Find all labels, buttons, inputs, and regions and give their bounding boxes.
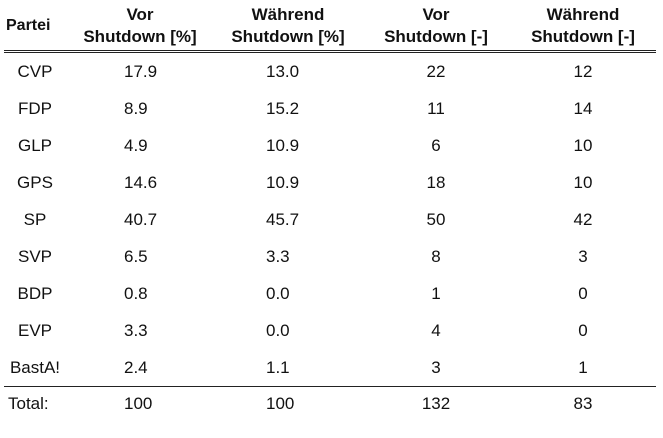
cell-vor-pct: 2.4: [124, 357, 148, 377]
cell-total-waehrend-count: 83: [510, 386, 656, 421]
cell-total-vor-pct: 100: [66, 386, 214, 421]
cell-vor-pct: 40.7: [124, 209, 158, 229]
cell-partei: SVP: [17, 246, 53, 266]
cell-waehrend-pct: 0.0: [266, 320, 290, 340]
table-row: GPS 14.6 10.9 18 10: [4, 164, 656, 201]
cell-waehrend-pct: 13.0: [266, 61, 300, 81]
cell-vor-count: 6: [431, 135, 441, 155]
cell-waehrend-pct: 15.2: [266, 98, 300, 118]
table-row: SP 40.7 45.7 50 42: [4, 201, 656, 238]
header-waehrend-pct: Während Shutdown [%]: [214, 2, 362, 53]
header-vor-count-line1: Vor: [422, 5, 450, 24]
cell-total-vor-count: 132: [362, 386, 510, 421]
header-partei: Partei: [4, 2, 66, 53]
cell-partei: EVP: [17, 320, 53, 340]
cell-partei: GLP: [17, 135, 53, 155]
cell-vor-count: 11: [427, 98, 445, 118]
header-waehrend-pct-line1: Während: [251, 5, 325, 24]
cell-waehrend-count: 3: [578, 246, 588, 266]
cell-waehrend-count: 1: [578, 357, 588, 377]
table-row: BastA! 2.4 1.1 3 1: [4, 349, 656, 387]
cell-vor-pct: 0.8: [124, 283, 148, 303]
table-row: FDP 8.9 15.2 11 14: [4, 90, 656, 127]
cell-total-waehrend-pct: 100: [214, 386, 362, 421]
header-vor-pct: Vor Shutdown [%]: [66, 2, 214, 53]
cell-vor-pct: 8.9: [124, 98, 148, 118]
cell-waehrend-pct: 0.0: [266, 283, 290, 303]
cell-waehrend-count: 14: [573, 98, 593, 118]
cell-vor-count: 4: [431, 320, 441, 340]
table-total-row: Total: 100 100 132 83: [4, 386, 656, 421]
cell-partei: BDP: [17, 283, 53, 303]
cell-waehrend-pct: 1.1: [266, 357, 290, 377]
cell-waehrend-pct: 10.9: [266, 135, 300, 155]
header-vor-pct-line1: Vor: [126, 5, 154, 24]
cell-vor-count: 50: [426, 209, 446, 229]
cell-partei: BastA!: [9, 357, 61, 377]
cell-waehrend-count: 10: [573, 172, 593, 192]
cell-waehrend-count: 0: [578, 320, 588, 340]
header-vor-pct-line2: Shutdown [%]: [83, 27, 197, 46]
cell-vor-count: 3: [431, 357, 441, 377]
cell-total-label: Total:: [4, 386, 66, 421]
cell-waehrend-count: 0: [578, 283, 588, 303]
cell-vor-pct: 4.9: [124, 135, 148, 155]
header-waehrend-count-line2: Shutdown [-]: [531, 27, 635, 46]
cell-vor-count: 22: [426, 61, 446, 81]
cell-partei: FDP: [18, 98, 52, 118]
header-vor-count-line2: Shutdown [-]: [384, 27, 488, 46]
cell-waehrend-count: 12: [573, 61, 593, 81]
party-table-container: Partei Vor Shutdown [%] Während Shutdown…: [4, 2, 656, 421]
header-partei-label: Partei: [6, 17, 51, 34]
cell-waehrend-count: 42: [573, 209, 593, 229]
party-shutdown-table: Partei Vor Shutdown [%] Während Shutdown…: [4, 2, 656, 421]
cell-partei: CVP: [17, 61, 53, 81]
cell-vor-count: 8: [431, 246, 441, 266]
table-row: BDP 0.8 0.0 1 0: [4, 275, 656, 312]
cell-partei: SP: [23, 209, 47, 229]
cell-waehrend-pct: 10.9: [266, 172, 300, 192]
cell-waehrend-count: 10: [573, 135, 593, 155]
header-waehrend-count: Während Shutdown [-]: [510, 2, 656, 53]
header-waehrend-count-line1: Während: [546, 5, 620, 24]
table-row: CVP 17.9 13.0 22 12: [4, 52, 656, 91]
header-waehrend-pct-line2: Shutdown [%]: [231, 27, 345, 46]
table-row: EVP 3.3 0.0 4 0: [4, 312, 656, 349]
cell-vor-count: 18: [426, 172, 446, 192]
header-vor-count: Vor Shutdown [-]: [362, 2, 510, 53]
cell-vor-pct: 3.3: [124, 320, 148, 340]
cell-partei: GPS: [17, 172, 53, 192]
cell-vor-pct: 14.6: [124, 172, 158, 192]
table-row: SVP 6.5 3.3 8 3: [4, 238, 656, 275]
cell-waehrend-pct: 45.7: [266, 209, 300, 229]
table-header-row: Partei Vor Shutdown [%] Während Shutdown…: [4, 2, 656, 53]
cell-waehrend-pct: 3.3: [266, 246, 290, 266]
cell-vor-pct: 17.9: [124, 61, 158, 81]
cell-vor-count: 1: [431, 283, 441, 303]
table-row: GLP 4.9 10.9 6 10: [4, 127, 656, 164]
cell-vor-pct: 6.5: [124, 246, 148, 266]
